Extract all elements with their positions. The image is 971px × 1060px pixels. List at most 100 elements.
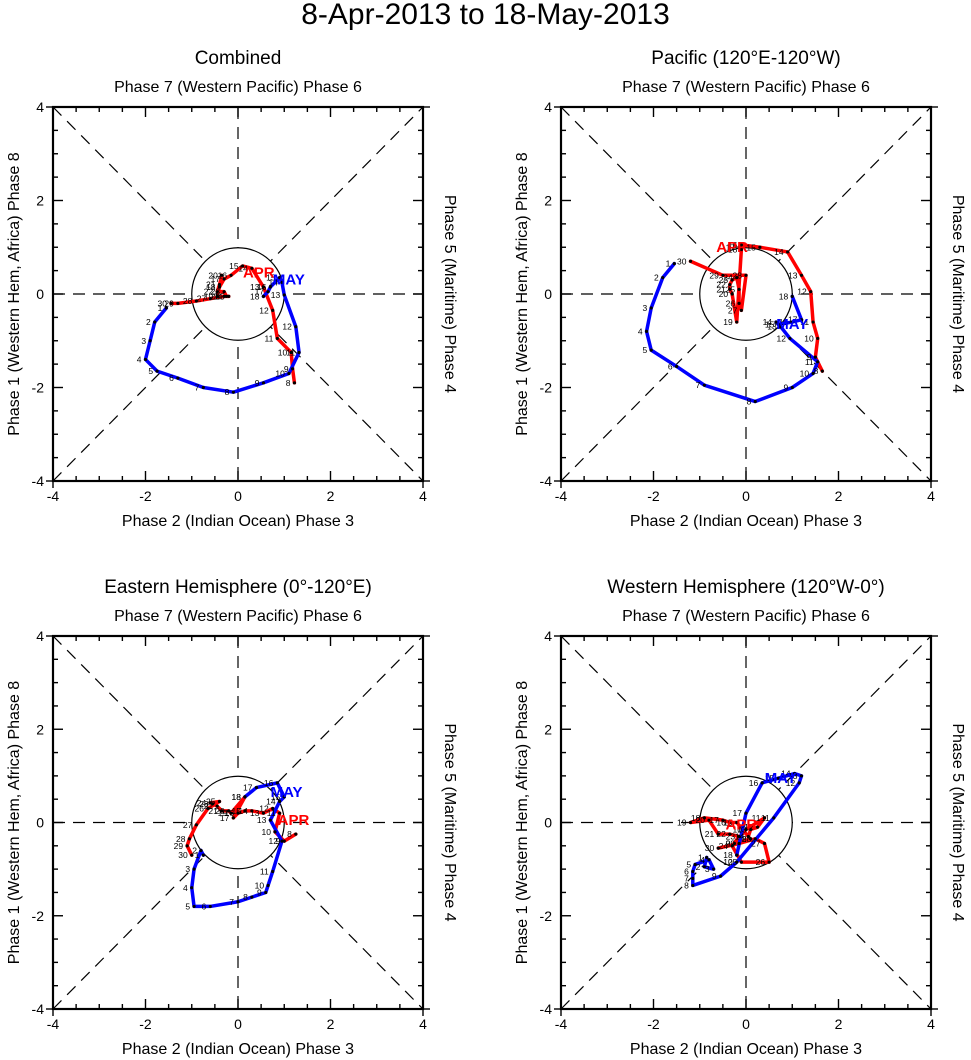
y-tick-label: 0 [544, 815, 552, 831]
y-axis-label-right: Phase 5 (Maritime) Phase 4 [949, 723, 966, 921]
data-point [730, 844, 734, 848]
day-label: 14 [781, 769, 791, 779]
day-label: 8 [243, 892, 248, 902]
data-point [661, 276, 665, 280]
day-label: 19 [677, 818, 687, 828]
data-point [153, 320, 157, 324]
data-point [176, 376, 180, 380]
day-label: 5 [148, 366, 153, 376]
day-label: 18 [691, 813, 701, 823]
y-axis-label-left: Phase 1 (Western Hem, Africa) Phase 8 [6, 152, 23, 435]
data-point [772, 816, 776, 820]
data-point [737, 834, 741, 839]
y-axis-label-right: Phase 5 (Maritime) Phase 4 [441, 723, 458, 921]
y-tick-label: 2 [36, 193, 44, 209]
data-point [190, 853, 194, 857]
day-label: 4 [137, 354, 142, 364]
day-label: 26 [726, 298, 736, 308]
figure-title: 8-Apr-2013 to 18-May-2013 [301, 0, 670, 31]
data-point [254, 785, 259, 790]
data-point [649, 348, 653, 352]
day-label: 23 [726, 831, 736, 841]
data-point [250, 809, 254, 813]
data-point [264, 890, 268, 895]
month-label-may: MAY [273, 272, 305, 289]
data-point [718, 874, 723, 878]
day-label: 6 [684, 866, 689, 876]
day-label: 18 [723, 850, 733, 860]
data-point [790, 294, 794, 298]
day-label: 18 [728, 245, 738, 255]
data-point [290, 367, 295, 371]
data-point [236, 900, 240, 904]
day-label: 26 [194, 804, 204, 814]
data-point [820, 369, 824, 373]
data-point [716, 846, 720, 850]
day-label: 9 [276, 836, 281, 846]
data-point [716, 832, 720, 836]
day-label: 28 [742, 834, 752, 844]
data-point [250, 266, 254, 270]
y-tick-label: 0 [36, 286, 44, 302]
day-label: 23 [199, 799, 209, 809]
x-tick-label: -4 [555, 488, 568, 504]
data-point [749, 837, 753, 841]
y-axis-label-left: Phase 1 (Western Hem, Africa) Phase 8 [514, 152, 531, 435]
data-point [297, 350, 301, 355]
day-label: 17 [726, 242, 736, 252]
y-tick-label: 0 [36, 815, 44, 831]
data-point [730, 292, 734, 296]
month-label-apr: APR [726, 817, 758, 834]
day-label: 10 [262, 827, 272, 837]
panel-title: Combined [195, 48, 282, 69]
data-point [737, 287, 741, 291]
x-axis-label: Phase 2 (Indian Ocean) Phase 3 [630, 513, 862, 530]
y-tick-label: 2 [36, 721, 44, 737]
day-label: 13 [788, 771, 798, 781]
day-label: 24 [719, 841, 729, 851]
data-point [278, 276, 282, 280]
day-label: 10 [278, 347, 288, 357]
data-point [749, 827, 753, 832]
panel-4: Western Hemisphere (120°W-0°) Phase 7 (We… [514, 577, 966, 1058]
data-point [702, 383, 706, 387]
data-point [691, 883, 695, 888]
data-point [688, 259, 693, 263]
x-tick-label: 4 [927, 488, 935, 504]
data-point [705, 855, 709, 860]
day-label: 12 [797, 287, 807, 297]
data-point [774, 320, 778, 324]
day-label: 6 [202, 901, 207, 911]
day-label: 13 [257, 815, 267, 825]
y-axis-label-right: Phase 5 (Maritime) Phase 4 [441, 195, 458, 393]
day-label: 21 [716, 284, 726, 294]
y-tick-label: -4 [32, 1001, 45, 1017]
day-label: 5 [185, 901, 190, 911]
day-label: 15 [723, 818, 733, 828]
y-tick-label: 0 [544, 286, 552, 302]
data-point [176, 301, 180, 305]
data-point [739, 247, 743, 252]
day-label: 17 [709, 815, 719, 825]
series-line-may [691, 771, 804, 888]
data-point [220, 809, 224, 813]
day-label: 18 [231, 792, 241, 802]
data-point [194, 823, 198, 827]
data-point [721, 818, 725, 822]
day-label: 27 [728, 305, 738, 315]
day-label: 14 [238, 263, 248, 273]
day-label: 18 [779, 291, 789, 301]
day-label: 3 [705, 864, 710, 874]
data-point [227, 294, 231, 298]
data-point [278, 811, 282, 815]
data-point [735, 820, 739, 825]
data-point [199, 848, 203, 853]
day-label: 24 [723, 273, 733, 283]
x-tick-label: -4 [555, 1016, 568, 1032]
data-point [292, 381, 297, 385]
month-label-may: MAY [765, 770, 797, 787]
series-line-may [644, 261, 820, 404]
day-label: 25 [215, 291, 225, 301]
month-label-apr: APR [243, 265, 275, 282]
data-point [222, 294, 226, 298]
